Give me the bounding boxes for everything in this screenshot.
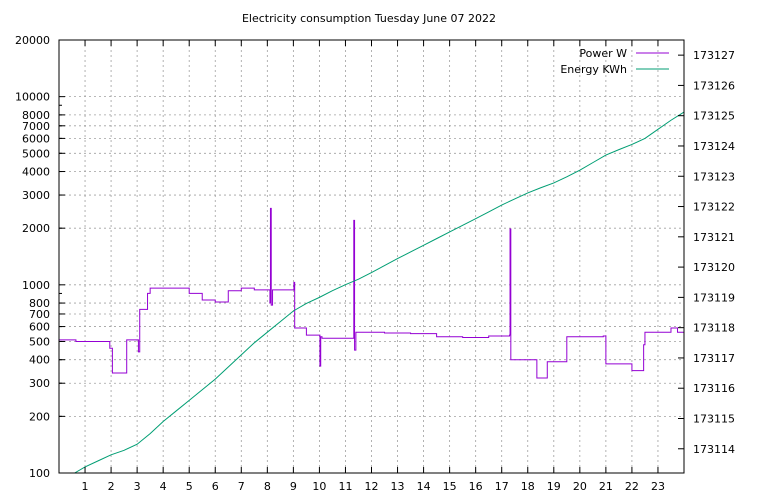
energy-series-line xyxy=(74,111,685,474)
y2-tick-label: 173118 xyxy=(693,322,735,335)
grid-lines xyxy=(59,40,684,473)
y-tick-label: 1000 xyxy=(22,279,50,292)
x-tick-label: 10 xyxy=(312,480,326,493)
y2-tick-label: 173124 xyxy=(693,140,735,153)
y-tick-label: 5000 xyxy=(22,147,50,160)
y-tick-label: 8000 xyxy=(22,109,50,122)
x-tick-label: 11 xyxy=(338,480,352,493)
chart-title: Electricity consumption Tuesday June 07 … xyxy=(242,12,496,25)
tick-labels: 1 2 3 4 5 6 7 8 9 10 11 12 13 14 15 16 17 18 19 20 21 22 23100… xyxy=(15,34,735,493)
x-tick-label: 9 xyxy=(290,480,297,493)
y-tick-label: 700 xyxy=(29,308,50,321)
x-tick-label: 5 xyxy=(186,480,193,493)
y2-tick-label: 173127 xyxy=(693,49,735,62)
x-tick-label: 21 xyxy=(599,480,613,493)
y2-tick-label: 173115 xyxy=(693,412,735,425)
y2-tick-label: 173116 xyxy=(693,382,735,395)
y-tick-label: 300 xyxy=(29,377,50,390)
x-tick-label: 13 xyxy=(391,480,405,493)
y-tick-label: 2000 xyxy=(22,222,50,235)
y2-tick-label: 173120 xyxy=(693,261,735,274)
y-tick-label: 200 xyxy=(29,410,50,423)
y-tick-label: 800 xyxy=(29,297,50,310)
legend-label-energy: Energy KWh xyxy=(560,63,627,76)
x-tick-label: 12 xyxy=(365,480,379,493)
x-tick-label: 23 xyxy=(651,480,665,493)
y-tick-label: 100 xyxy=(29,467,50,480)
power-series-line xyxy=(59,207,684,379)
x-tick-label: 8 xyxy=(264,480,271,493)
y-tick-label: 7000 xyxy=(22,120,50,133)
y2-tick-label: 173119 xyxy=(693,291,735,304)
x-tick-label: 2 xyxy=(108,480,115,493)
x-tick-label: 22 xyxy=(625,480,639,493)
x-tick-label: 6 xyxy=(212,480,219,493)
x-tick-label: 20 xyxy=(573,480,587,493)
y2-tick-label: 173123 xyxy=(693,170,735,183)
x-tick-label: 16 xyxy=(469,480,483,493)
y-tick-label: 3000 xyxy=(22,189,50,202)
y-tick-label: 6000 xyxy=(22,132,50,145)
x-tick-label: 17 xyxy=(495,480,509,493)
y2-tick-label: 173126 xyxy=(693,79,735,92)
x-tick-label: 18 xyxy=(521,480,535,493)
x-tick-label: 3 xyxy=(134,480,141,493)
y-tick-label: 500 xyxy=(29,335,50,348)
y-tick-label: 20000 xyxy=(15,34,50,47)
legend-label-power: Power W xyxy=(579,47,627,60)
series-lines xyxy=(59,111,685,474)
x-tick-label: 15 xyxy=(443,480,457,493)
y-tick-label: 600 xyxy=(29,321,50,334)
y2-tick-label: 173122 xyxy=(693,201,735,214)
x-tick-label: 7 xyxy=(238,480,245,493)
tick-marks xyxy=(59,39,684,474)
y2-tick-label: 173125 xyxy=(693,110,735,123)
x-tick-label: 1 xyxy=(82,480,89,493)
y2-tick-label: 173117 xyxy=(693,352,735,365)
y2-tick-label: 173114 xyxy=(693,443,735,456)
x-tick-label: 19 xyxy=(547,480,561,493)
y2-tick-label: 173121 xyxy=(693,231,735,244)
y-tick-label: 4000 xyxy=(22,166,50,179)
x-tick-label: 14 xyxy=(417,480,431,493)
y-tick-label: 10000 xyxy=(15,91,50,104)
legend: Power W Energy KWh xyxy=(560,47,669,76)
x-tick-label: 4 xyxy=(160,480,167,493)
y-tick-label: 400 xyxy=(29,354,50,367)
